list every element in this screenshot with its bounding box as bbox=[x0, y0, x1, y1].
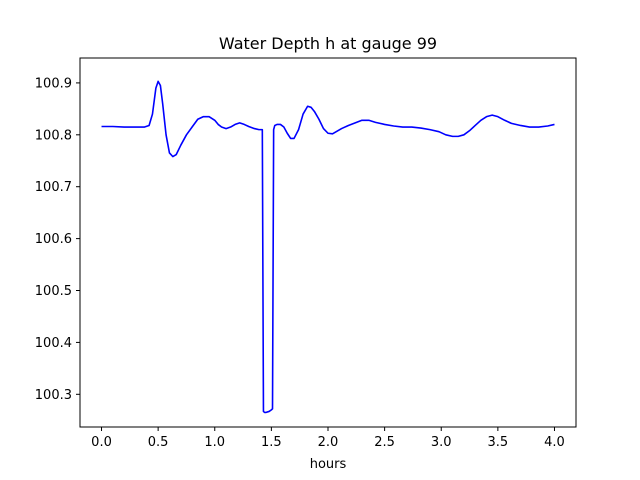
y-tick-label: 100.3 bbox=[35, 388, 72, 403]
x-axis-label: hours bbox=[310, 457, 347, 472]
chart-title: Water Depth h at gauge 99 bbox=[219, 34, 437, 53]
x-tick-label: 1.0 bbox=[204, 435, 225, 450]
series-line-0 bbox=[101, 80, 555, 414]
x-tick-label: 4.0 bbox=[544, 435, 565, 450]
x-tick-label: 3.5 bbox=[488, 435, 509, 450]
y-tick-label: 100.4 bbox=[35, 336, 72, 351]
y-tick-label: 100.9 bbox=[35, 76, 72, 91]
y-tick-label: 100.7 bbox=[35, 180, 72, 195]
x-tick-label: 1.5 bbox=[261, 435, 282, 450]
x-tick-label: 0.5 bbox=[148, 435, 169, 450]
y-tick-label: 100.5 bbox=[35, 284, 72, 299]
y-tick-label: 100.6 bbox=[35, 232, 72, 247]
series-layer bbox=[101, 80, 555, 414]
x-tick-label: 2.0 bbox=[318, 435, 339, 450]
x-tick-label: 0.0 bbox=[91, 435, 112, 450]
y-tick-label: 100.8 bbox=[35, 128, 72, 143]
y-axis: 100.3 100.4 100.5 100.6 100.7 100.8 100.9 bbox=[35, 76, 80, 403]
x-tick-label: 3.0 bbox=[431, 435, 452, 450]
x-tick-label: 2.5 bbox=[374, 435, 395, 450]
x-axis: 0.0 0.5 1.0 1.5 2.0 2.5 3.0 3.5 4.0 bbox=[91, 427, 565, 450]
